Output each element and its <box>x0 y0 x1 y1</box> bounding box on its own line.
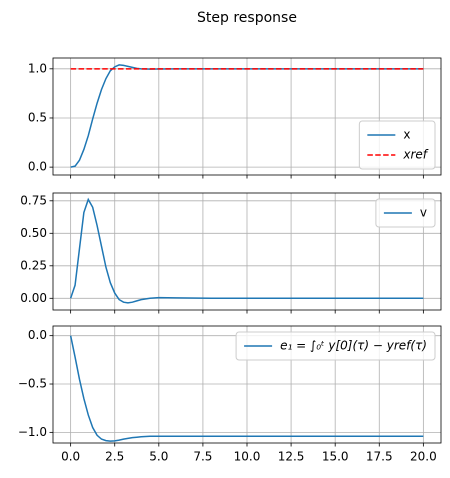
x-tick-label: 20.0 <box>410 450 437 464</box>
legend-label: xref <box>402 148 428 162</box>
legend-label: x <box>403 128 410 142</box>
axes-frame <box>52 325 442 444</box>
y-tick-label: −1.0 <box>18 425 47 439</box>
legend-box <box>235 331 436 361</box>
y-tick-label: 0.0 <box>28 160 47 174</box>
y-tick-label: −0.5 <box>18 377 47 391</box>
x-tick-label: 0.0 <box>61 450 80 464</box>
legend-label: v <box>420 206 427 220</box>
axes-frame <box>52 57 442 176</box>
x-tick-label: 17.5 <box>366 450 393 464</box>
y-tick-label: 0.75 <box>20 193 47 207</box>
x-tick-label: 10.0 <box>234 450 261 464</box>
y-tick-label: 0.50 <box>20 226 47 240</box>
y-tick-label: 0.25 <box>20 258 47 272</box>
x-tick-label: 12.5 <box>278 450 305 464</box>
y-tick-label: 1.0 <box>28 61 47 75</box>
x-tick-label: 2.5 <box>105 450 124 464</box>
series-line <box>69 335 424 442</box>
legend: x xref <box>358 120 436 170</box>
figure-title: Step response <box>197 10 297 26</box>
series-line <box>69 197 424 304</box>
axes-frame <box>52 192 442 311</box>
y-tick-label: 0.0 <box>28 328 47 342</box>
legend: v <box>375 198 436 228</box>
y-tick-label: 0.00 <box>20 291 47 305</box>
x-tick-label: 15.0 <box>322 450 349 464</box>
legend: e₁ = ∫₀ᵗ y[0](τ) − yref(τ) <box>235 331 436 361</box>
y-tick-label: 0.5 <box>28 110 47 124</box>
legend-label: e₁ = ∫₀ᵗ y[0](τ) − yref(τ) <box>280 339 427 353</box>
x-tick-label: 7.5 <box>193 450 212 464</box>
x-tick-label: 5.0 <box>149 450 168 464</box>
legend-box <box>358 120 436 170</box>
